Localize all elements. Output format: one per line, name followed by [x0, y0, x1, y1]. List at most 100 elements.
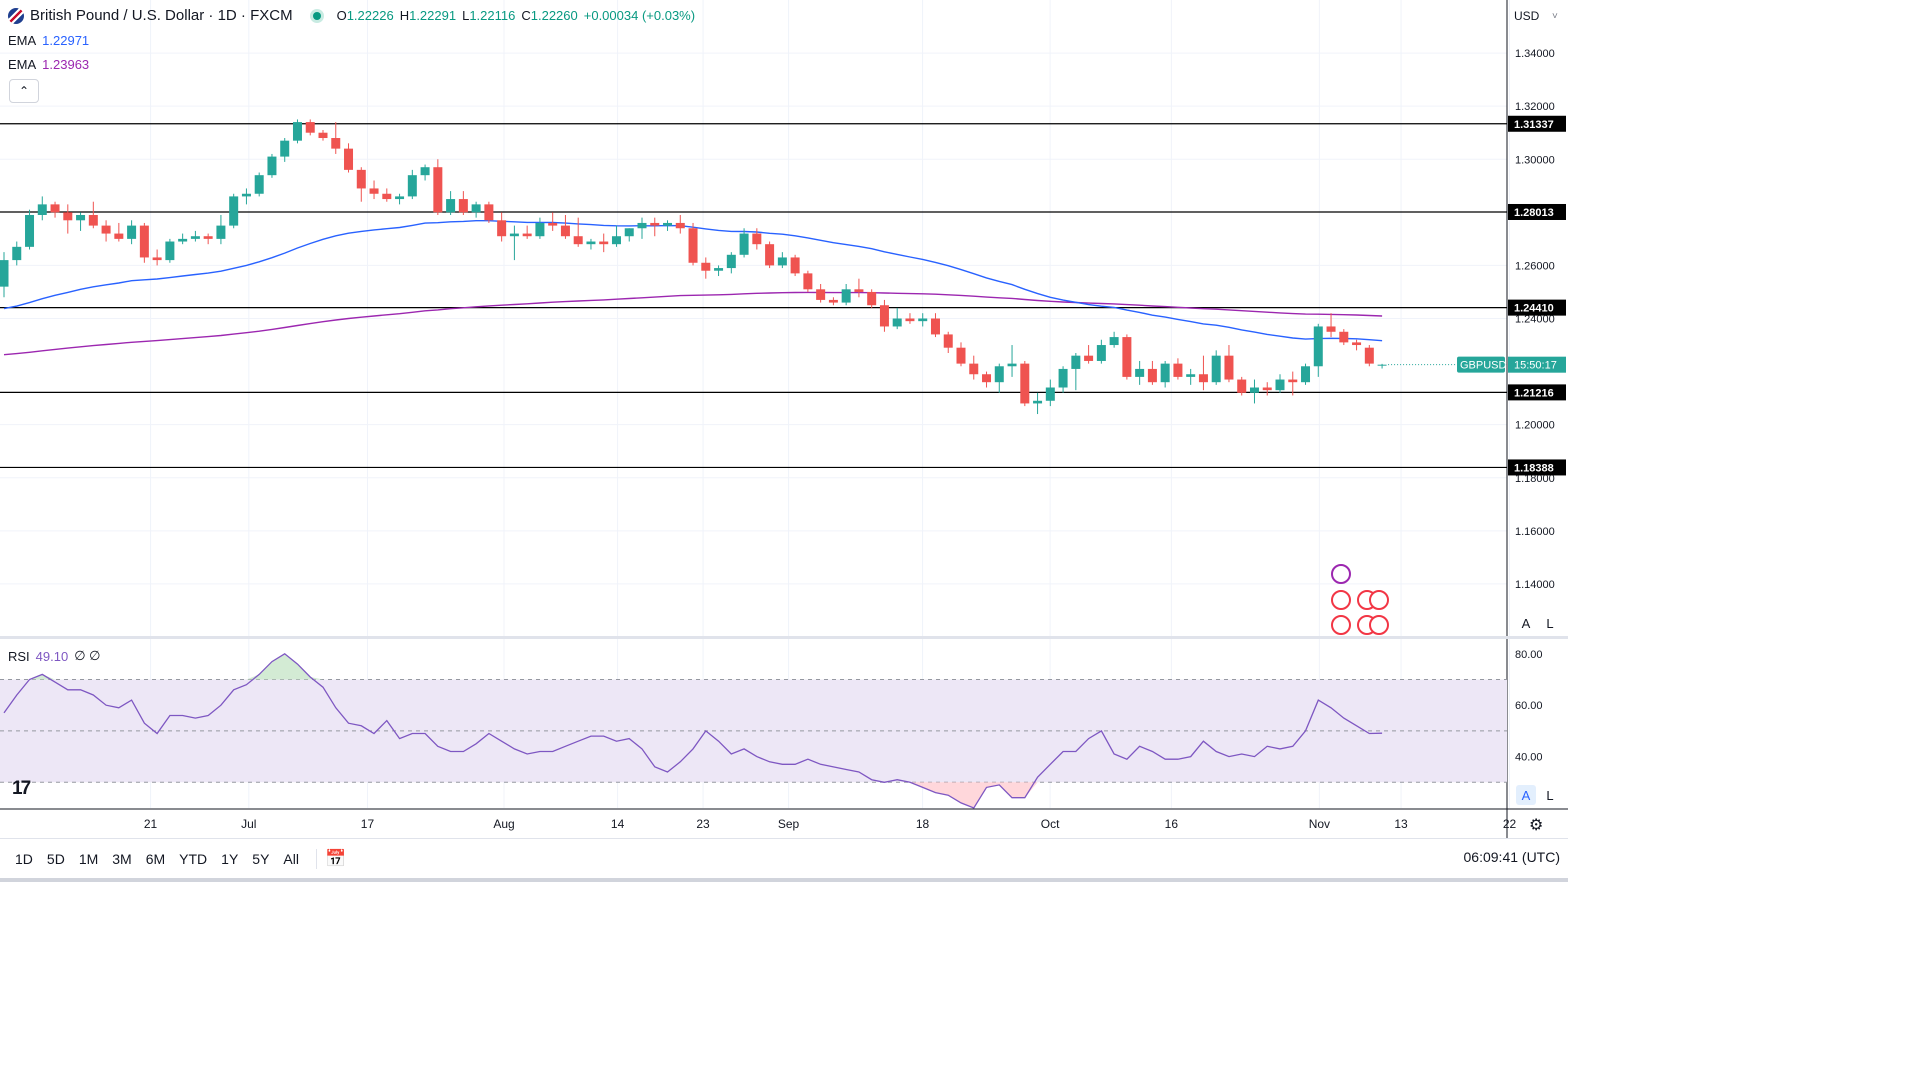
candle-body [1237, 379, 1247, 393]
candle-body [1198, 374, 1208, 383]
candle-body [101, 225, 111, 234]
high-label: H [399, 8, 410, 23]
candle-body [165, 241, 175, 261]
candle-body [1122, 337, 1132, 377]
candle-body [1045, 387, 1055, 401]
candle-body [1020, 363, 1030, 404]
ema-fast-value: 1.22971 [42, 33, 90, 48]
candle-body [637, 222, 647, 229]
ema-fast-label: EMA [8, 33, 37, 48]
candle-body [726, 254, 736, 269]
candle-body [318, 132, 328, 139]
close-value: 1.22260 [530, 8, 578, 23]
candle-body [356, 169, 366, 189]
candle-body [497, 220, 507, 237]
candle-body [841, 289, 851, 303]
rsi-line [3, 653, 1383, 809]
candle-body [1262, 387, 1272, 391]
utc-clock[interactable]: 06:09:41 (UTC) [1463, 849, 1560, 865]
bottom-toolbar: 1D 5D 1M 3M 6M YTD 1Y 5Y All 📅 [0, 838, 1568, 879]
chevron-up-icon: ⌃ [18, 84, 30, 98]
price-tick-label: 1.16000 [1515, 526, 1555, 538]
candle-body [50, 204, 60, 213]
auto-scale-button[interactable]: A [1521, 615, 1531, 631]
chart-canvas[interactable]: 21 Jul 17 Aug 14 23 Sep 18 Oct 16 Nov 13 22 1.34000 1.… [0, 0, 1568, 882]
candle-body [1173, 363, 1183, 377]
x-tick-label: Jul [241, 817, 256, 831]
level-label: 1.21216 [1514, 387, 1554, 399]
settings-gear-icon[interactable]: ⚙ [1529, 817, 1544, 834]
candle-body [1224, 355, 1234, 380]
price-tick-label: 1.24000 [1515, 314, 1555, 326]
collapse-legend-button[interactable]: ⌃ [9, 79, 39, 103]
symbol-tag-bg [1457, 356, 1505, 373]
candle-body [203, 236, 213, 239]
range-button-6m[interactable]: 6M [145, 851, 166, 867]
candle-body [407, 175, 417, 197]
candle-body [1147, 368, 1157, 383]
range-button-all[interactable]: All [283, 851, 299, 867]
us-event-icon[interactable] [1369, 615, 1389, 635]
market-open-icon [312, 11, 321, 20]
level-label: 1.18388 [1514, 462, 1554, 474]
candle-body [420, 167, 430, 176]
candle-body [586, 241, 596, 245]
candle-body [599, 241, 609, 245]
candle-body [765, 244, 775, 266]
candle-body [688, 228, 698, 263]
range-button-1y[interactable]: 1Y [221, 851, 239, 867]
candle-body [956, 347, 966, 364]
rsi-log-scale-button[interactable]: L [1546, 787, 1554, 803]
us-event-icon[interactable] [1331, 615, 1351, 635]
range-button-1m[interactable]: 1M [78, 851, 99, 867]
candle-body [573, 236, 583, 245]
range-button-ytd[interactable]: YTD [179, 851, 208, 867]
price-tick-label: 1.32000 [1515, 101, 1555, 113]
candle-body [1007, 363, 1017, 367]
range-button-5y[interactable]: 5Y [252, 851, 270, 867]
open-value: 1.22226 [346, 8, 394, 23]
log-scale-button[interactable]: L [1546, 615, 1554, 631]
dividends-event-icon[interactable] [1331, 564, 1351, 584]
currency-selector[interactable]: USD [1514, 9, 1540, 23]
uk-event-icon[interactable] [1331, 590, 1351, 610]
x-tick-label: 16 [1165, 817, 1179, 831]
rsi-legend[interactable]: RSI 49.10 ∅ ∅ [8, 648, 100, 664]
level-label-bg [1508, 459, 1566, 476]
uk-event-icon[interactable] [1369, 590, 1389, 610]
candle-body [369, 188, 379, 194]
x-tick-label: Aug [493, 817, 514, 831]
candle-body [305, 122, 315, 133]
tradingview-logo-icon[interactable]: 17 [12, 778, 31, 799]
range-button-5d[interactable]: 5D [46, 851, 65, 867]
chevron-down-icon[interactable]: ˅ [1552, 11, 1558, 22]
candle-body [1160, 363, 1170, 383]
x-tick-label: Sep [778, 817, 800, 831]
date-range-buttons: 1D 5D 1M 3M 6M YTD 1Y 5Y All [8, 851, 306, 867]
calendar-icon[interactable]: 📅 [324, 849, 347, 868]
range-button-1d[interactable]: 1D [15, 851, 33, 867]
candle-body [280, 140, 290, 157]
level-label: 1.28013 [1514, 207, 1554, 219]
candle-body [624, 228, 634, 237]
rsi-tick-label: 60.00 [1515, 700, 1543, 712]
candle-body [675, 222, 685, 229]
rsi-tick-label: 80.00 [1515, 649, 1543, 661]
gbp-usd-flag-icon [8, 7, 24, 24]
ema-fast-legend[interactable]: EMA 1.22971 [8, 33, 89, 48]
candle-body [752, 233, 762, 245]
ema-slow-legend[interactable]: EMA 1.23963 [8, 57, 89, 72]
high-value: 1.22291 [409, 8, 457, 23]
range-button-3m[interactable]: 3M [112, 851, 132, 867]
x-tick-label: 18 [916, 817, 930, 831]
bottom-strip [0, 878, 1568, 882]
candle-body [1096, 345, 1106, 361]
rsi-auto-scale-button[interactable]: A [1516, 785, 1536, 805]
low-label: L [462, 8, 470, 23]
candle-body [1326, 326, 1336, 332]
candle-body [994, 366, 1004, 383]
rsi-tick-label: 40.00 [1515, 752, 1543, 764]
countdown-label: 15:50:17 [1514, 360, 1557, 372]
candle-body [0, 260, 9, 287]
symbol-title[interactable]: British Pound / U.S. Dollar · 1D · FXCM [30, 7, 293, 24]
